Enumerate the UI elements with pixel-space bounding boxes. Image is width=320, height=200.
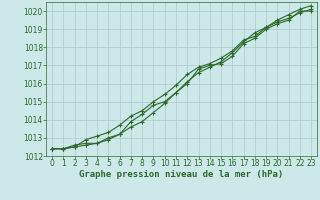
- X-axis label: Graphe pression niveau de la mer (hPa): Graphe pression niveau de la mer (hPa): [79, 170, 284, 179]
